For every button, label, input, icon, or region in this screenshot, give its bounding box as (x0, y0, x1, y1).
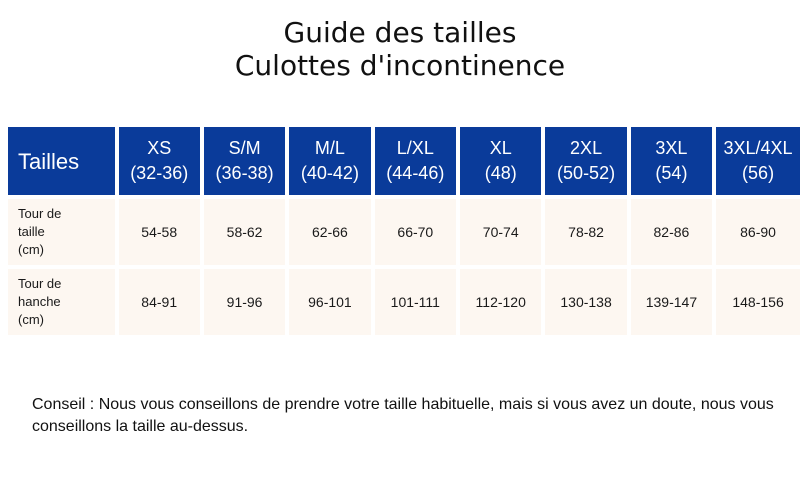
header-label-cell: Tailles (8, 127, 115, 195)
table-cell: 62-66 (289, 199, 371, 265)
table-cell: 82-86 (630, 199, 713, 265)
size-name: XL (489, 138, 512, 158)
table-cell: 148-156 (716, 269, 800, 335)
size-name: M/L (314, 138, 345, 158)
size-range: (48) (484, 163, 517, 183)
table-cell: 78-82 (545, 199, 627, 265)
size-header-s-m: S/M (36-38) (203, 127, 286, 195)
table-row-waist: Tour de taille (cm) 54-58 58-62 62-66 66… (8, 199, 800, 265)
size-name: S/M (228, 138, 261, 158)
size-range: (36-38) (215, 163, 274, 183)
table-cell: 139-147 (630, 269, 713, 335)
size-range: (54) (655, 163, 688, 183)
table-cell: 112-120 (460, 269, 542, 335)
title-line-2: Culottes d'incontinence (234, 49, 566, 82)
size-name: XS (147, 138, 172, 158)
row-label-line: (cm) (18, 242, 44, 257)
size-header-3xl: 3XL (54) (630, 127, 713, 195)
table-row-hip: Tour de hanche (cm) 84-91 91-96 96-101 1… (8, 269, 800, 335)
size-name: 3XL (655, 138, 688, 158)
page-title: Guide des tailles Culottes d'incontinenc… (0, 16, 800, 82)
size-header-xl: XL (48) (460, 127, 542, 195)
size-header-3xl-4xl: 3XL/4XL (56) (716, 127, 800, 195)
header-label: Tailles (18, 148, 80, 174)
row-label-line: (cm) (18, 312, 44, 327)
row-label-waist: Tour de taille (cm) (8, 199, 115, 265)
size-range: (32-36) (130, 163, 189, 183)
size-range: (50-52) (557, 163, 616, 183)
size-range: (56) (742, 163, 775, 183)
table-cell: 66-70 (374, 199, 457, 265)
table-cell: 70-74 (460, 199, 542, 265)
row-label-line: hanche (18, 294, 61, 309)
advice-note: Conseil : Nous vous conseillons de prend… (32, 396, 774, 435)
size-header-m-l: M/L (40-42) (289, 127, 371, 195)
table-cell: 130-138 (545, 269, 627, 335)
table-cell: 91-96 (203, 269, 286, 335)
size-name: 3XL/4XL (723, 138, 793, 158)
row-label-line: taille (18, 224, 45, 239)
table-cell: 96-101 (289, 269, 371, 335)
table-cell: 58-62 (203, 199, 286, 265)
row-label-line: Tour de (18, 206, 62, 221)
size-name: 2XL (570, 138, 603, 158)
size-guide-table: Tailles XS (32-36) S/M (36-38) M/L (40-4… (4, 123, 800, 339)
row-label-hip: Tour de hanche (cm) (8, 269, 115, 335)
row-label-line: Tour de (18, 276, 62, 291)
size-header-l-xl: L/XL (44-46) (374, 127, 457, 195)
table-cell: 84-91 (118, 269, 200, 335)
table-cell: 86-90 (716, 199, 800, 265)
table-cell: 101-111 (374, 269, 457, 335)
table-cell: 54-58 (118, 199, 200, 265)
size-header-2xl: 2XL (50-52) (545, 127, 627, 195)
size-range: (44-46) (386, 163, 445, 183)
size-name: L/XL (396, 138, 434, 158)
size-range: (40-42) (300, 163, 359, 183)
title-line-1: Guide des tailles (283, 16, 517, 49)
table-header-row: Tailles XS (32-36) S/M (36-38) M/L (40-4… (8, 127, 800, 195)
size-header-xs: XS (32-36) (118, 127, 200, 195)
